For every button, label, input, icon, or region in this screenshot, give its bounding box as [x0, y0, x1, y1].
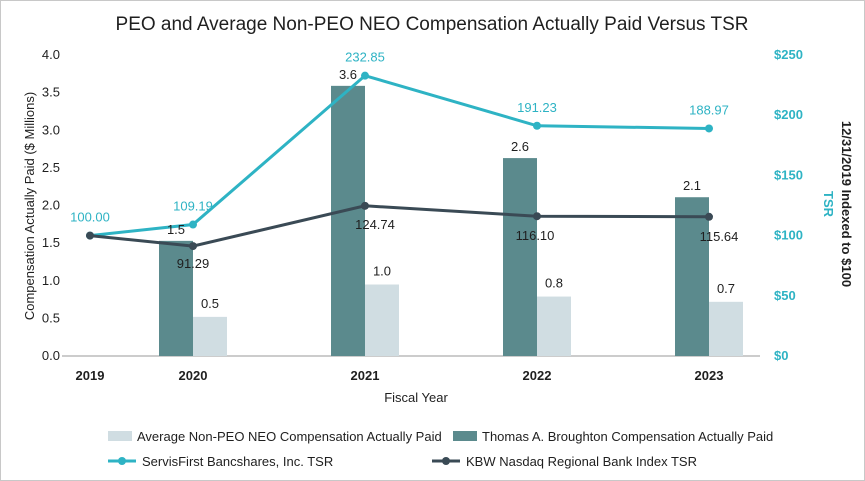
- legend-label-3: KBW Nasdaq Regional Bank Index TSR: [466, 454, 697, 469]
- x-tick-label: 2020: [179, 368, 208, 383]
- label-kbw-2022: 116.10: [516, 228, 555, 243]
- label-kbw-2023: 115.64: [700, 229, 739, 244]
- legend-swatch-1: [453, 431, 477, 441]
- y2-tick-label: $100: [774, 228, 803, 243]
- x-tick-label: 2021: [351, 368, 380, 383]
- bar-label-peo-2022: 2.6: [511, 139, 529, 154]
- bar-label-non-peo-2021: 1.0: [373, 264, 391, 279]
- legend-label-2: ServisFirst Bancshares, Inc. TSR: [142, 454, 333, 469]
- point-servisfirst-2022: [533, 121, 541, 130]
- right-y-ticks: $0 $50 $100 $150 $200 $250: [774, 47, 803, 363]
- y2-tick-label: $250: [774, 47, 803, 62]
- legend: Average Non-PEO NEO Compensation Actuall…: [108, 429, 773, 469]
- y-tick-label: 2.5: [42, 160, 60, 175]
- label-kbw-2021: 124.74: [355, 217, 395, 232]
- y-tick-label: 2.0: [42, 198, 60, 213]
- point-servisfirst-2020: [189, 220, 197, 229]
- y2-tick-label: $50: [774, 288, 796, 303]
- bar-non-peo-2022: [537, 296, 571, 356]
- legend-label-0: Average Non-PEO NEO Compensation Actuall…: [137, 429, 442, 444]
- bar-non-peo-2021: [365, 284, 399, 356]
- label-servisfirst-2020: 109.19: [173, 199, 213, 214]
- x-ticks: 2019 2020 2021 2022 2023: [76, 368, 724, 383]
- y2-tick-label: $200: [774, 107, 803, 122]
- y-tick-label: 1.0: [42, 273, 60, 288]
- point-kbw-2019: [86, 231, 94, 240]
- y2-tick-label: $0: [774, 348, 788, 363]
- label-servisfirst-2022: 191.23: [517, 100, 557, 115]
- y-axis-label: Compensation Actually Paid ($ Millions): [22, 92, 37, 320]
- y-tick-label: 3.0: [42, 122, 60, 137]
- y-tick-label: 0.5: [42, 310, 60, 325]
- legend-swatch-0: [108, 431, 132, 441]
- bar-peo-2022: [503, 158, 537, 356]
- y-tick-label: 4.0: [42, 47, 60, 62]
- point-kbw-2020: [189, 242, 197, 251]
- legend-label-1: Thomas A. Broughton Compensation Actuall…: [482, 429, 773, 444]
- lines: [86, 71, 713, 251]
- point-kbw-2021: [361, 201, 369, 210]
- bar-label-peo-2021: 3.6: [339, 67, 357, 82]
- bar-label-peo-2023: 2.1: [683, 178, 701, 193]
- x-axis-label: Fiscal Year: [384, 390, 448, 405]
- x-tick-label: 2023: [695, 368, 724, 383]
- bar-peo-2021: [331, 85, 365, 356]
- bar-label-non-peo-2023: 0.7: [717, 281, 735, 296]
- bar-label-non-peo-2022: 0.8: [545, 276, 563, 291]
- y-tick-label: 3.5: [42, 85, 60, 100]
- label-servisfirst-2021: 232.85: [345, 50, 385, 65]
- legend-marker-3: [442, 457, 450, 465]
- legend-marker-2: [118, 457, 126, 465]
- y-tick-label: 1.5: [42, 235, 60, 250]
- chart-title: PEO and Average Non-PEO NEO Compensation…: [116, 14, 749, 35]
- point-kbw-2023: [705, 212, 713, 221]
- bar-peo-2020: [159, 240, 193, 356]
- label-kbw-2020: 91.29: [177, 256, 210, 271]
- bar-peo-2023: [675, 197, 709, 356]
- x-tick-label: 2019: [76, 368, 105, 383]
- point-servisfirst-2021: [361, 71, 369, 80]
- bar-label-non-peo-2020: 0.5: [201, 296, 219, 311]
- y-tick-label: 0.0: [42, 348, 60, 363]
- label-servisfirst-2019: 100.00: [70, 210, 110, 225]
- bar-non-peo-2020: [193, 316, 227, 356]
- bars: [159, 85, 743, 356]
- left-y-ticks: 0.0 0.5 1.0 1.5 2.0 2.5 3.0 3.5 4.0: [42, 47, 60, 363]
- data-labels: 1.5 0.5 3.6 1.0 2.6 0.8 2.1 0.7 100.00 109.19 232.…: [70, 50, 738, 311]
- y2-axis-label-indexed: 12/31/2019 Indexed to $100: [839, 121, 854, 287]
- label-servisfirst-2023: 188.97: [689, 102, 729, 117]
- y2-tick-label: $150: [774, 167, 803, 182]
- bar-non-peo-2023: [709, 301, 743, 356]
- y2-axis-label-tsr: TSR: [821, 191, 836, 218]
- bar-label-peo-2020: 1.5: [167, 222, 185, 237]
- point-kbw-2022: [533, 212, 541, 221]
- x-tick-label: 2022: [523, 368, 552, 383]
- point-servisfirst-2023: [705, 124, 713, 133]
